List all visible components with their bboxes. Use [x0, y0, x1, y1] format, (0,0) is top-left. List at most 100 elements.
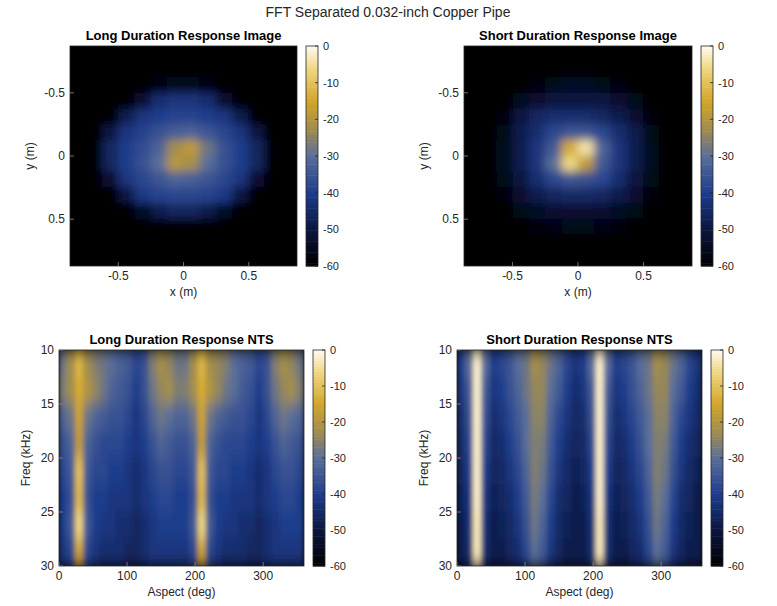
- heatmap-cell: [70, 93, 86, 109]
- heatmap-cell: [230, 485, 239, 513]
- heatmap-cell: [238, 377, 247, 405]
- heatmap-cell: [279, 431, 288, 459]
- heatmap-cell: [555, 458, 564, 486]
- heatmap-cell: [530, 404, 539, 432]
- heatmap-cell: [271, 458, 280, 486]
- heatmap-cell: [232, 93, 249, 109]
- heatmap-cell: [481, 404, 490, 432]
- heatmap-cell: [216, 234, 233, 250]
- heatmap-cell: [135, 187, 152, 203]
- heatmap-cell: [140, 404, 149, 432]
- heatmap-cell: [70, 187, 86, 203]
- heatmap-cell: [538, 350, 547, 377]
- heatmap-cell: [232, 171, 249, 187]
- heatmap-cell: [67, 485, 76, 513]
- heatmap-cell: [579, 350, 588, 377]
- x-tick: [248, 262, 249, 266]
- heatmap-cell: [116, 512, 125, 540]
- heatmap-cell: [247, 377, 256, 405]
- heatmap-cell: [628, 377, 637, 405]
- heatmap-cell: [264, 203, 281, 219]
- heatmap-cell: [181, 539, 190, 566]
- heatmap-cell: [675, 219, 692, 235]
- heatmap-cell: [230, 539, 239, 566]
- heatmap-cell: [659, 187, 676, 203]
- heatmap-cell: [59, 485, 67, 513]
- heatmap-cell: [530, 377, 539, 405]
- heatmap-cell: [659, 46, 676, 62]
- heatmap-cell: [464, 250, 481, 266]
- heatmap-cell: [124, 485, 133, 513]
- heatmap-cell: [643, 46, 660, 62]
- heatmap-cell: [496, 61, 513, 77]
- panel-title: Short Duration Response Image: [479, 28, 677, 43]
- x-tick-label: 100: [117, 569, 137, 583]
- heatmap-cell: [669, 431, 678, 459]
- heatmap-cell: [563, 404, 572, 432]
- x-tick: [263, 562, 264, 566]
- heatmap-cell: [594, 77, 611, 93]
- x-tick-label: 0.5: [635, 269, 652, 283]
- heatmap-cell: [610, 93, 627, 109]
- heatmap-cell: [75, 377, 84, 405]
- heatmap-cell: [643, 124, 660, 140]
- heatmap-cell: [281, 140, 297, 156]
- heatmap-cell: [596, 350, 605, 377]
- heatmap-cell: [135, 61, 152, 77]
- heatmap-cell: [222, 404, 231, 432]
- heatmap-cell: [513, 124, 530, 140]
- heatmap-cell: [571, 512, 580, 540]
- y-tick: [59, 350, 63, 351]
- heatmap-cell: [489, 458, 498, 486]
- heatmap-cell: [610, 187, 627, 203]
- heatmap-cell: [480, 187, 497, 203]
- heatmap-cell: [100, 512, 109, 540]
- heatmap-cell: [75, 539, 84, 566]
- heatmap-cell: [232, 203, 249, 219]
- heatmap-cell: [140, 539, 149, 566]
- heatmap-cell: [677, 404, 686, 432]
- colorbar-tick: [710, 192, 713, 193]
- heatmap-cell: [594, 171, 611, 187]
- heatmap-cell: [67, 404, 76, 432]
- heatmap-cell: [255, 431, 264, 459]
- heatmap-cell: [296, 404, 304, 432]
- heatmap-cell: [465, 539, 474, 566]
- heatmap-cell: [464, 93, 481, 109]
- heatmap-cell: [669, 539, 678, 566]
- heatmap-cell: [183, 93, 200, 109]
- heatmap-cell: [645, 377, 654, 405]
- heatmap-cell: [167, 171, 184, 187]
- heatmap-cell: [232, 234, 249, 250]
- heatmap-cell: [587, 377, 596, 405]
- heatmap-cell: [102, 46, 119, 62]
- heatmap-cell: [151, 156, 168, 172]
- heatmap-cell: [594, 109, 611, 125]
- heatmap-cell: [263, 539, 272, 566]
- heatmap-cell: [248, 171, 265, 187]
- heatmap-cell: [594, 93, 611, 109]
- x-tick: [59, 562, 60, 566]
- x-tick: [512, 262, 513, 266]
- heatmap-cell: [222, 539, 231, 566]
- plot-frame: [70, 46, 297, 266]
- heatmap-cell: [594, 187, 611, 203]
- heatmap-cell: [173, 431, 182, 459]
- heatmap-cell: [271, 485, 280, 513]
- y-tick: [59, 512, 63, 513]
- heatmap-cell: [659, 203, 676, 219]
- y-tick: [457, 512, 461, 513]
- heatmap-cell: [481, 350, 490, 377]
- heatmap-cell: [578, 124, 595, 140]
- heatmap-cell: [473, 431, 482, 459]
- heatmap-cell: [140, 350, 149, 377]
- heatmap-cell: [216, 124, 233, 140]
- heatmap-cell: [498, 512, 507, 540]
- heatmap-cell: [135, 46, 152, 62]
- heatmap-cell: [661, 485, 670, 513]
- heatmap-cell: [653, 350, 662, 377]
- heatmap-cell: [643, 219, 660, 235]
- heatmap-cell: [216, 219, 233, 235]
- colorbar-tick: [322, 422, 325, 423]
- heatmap-cell: [124, 539, 133, 566]
